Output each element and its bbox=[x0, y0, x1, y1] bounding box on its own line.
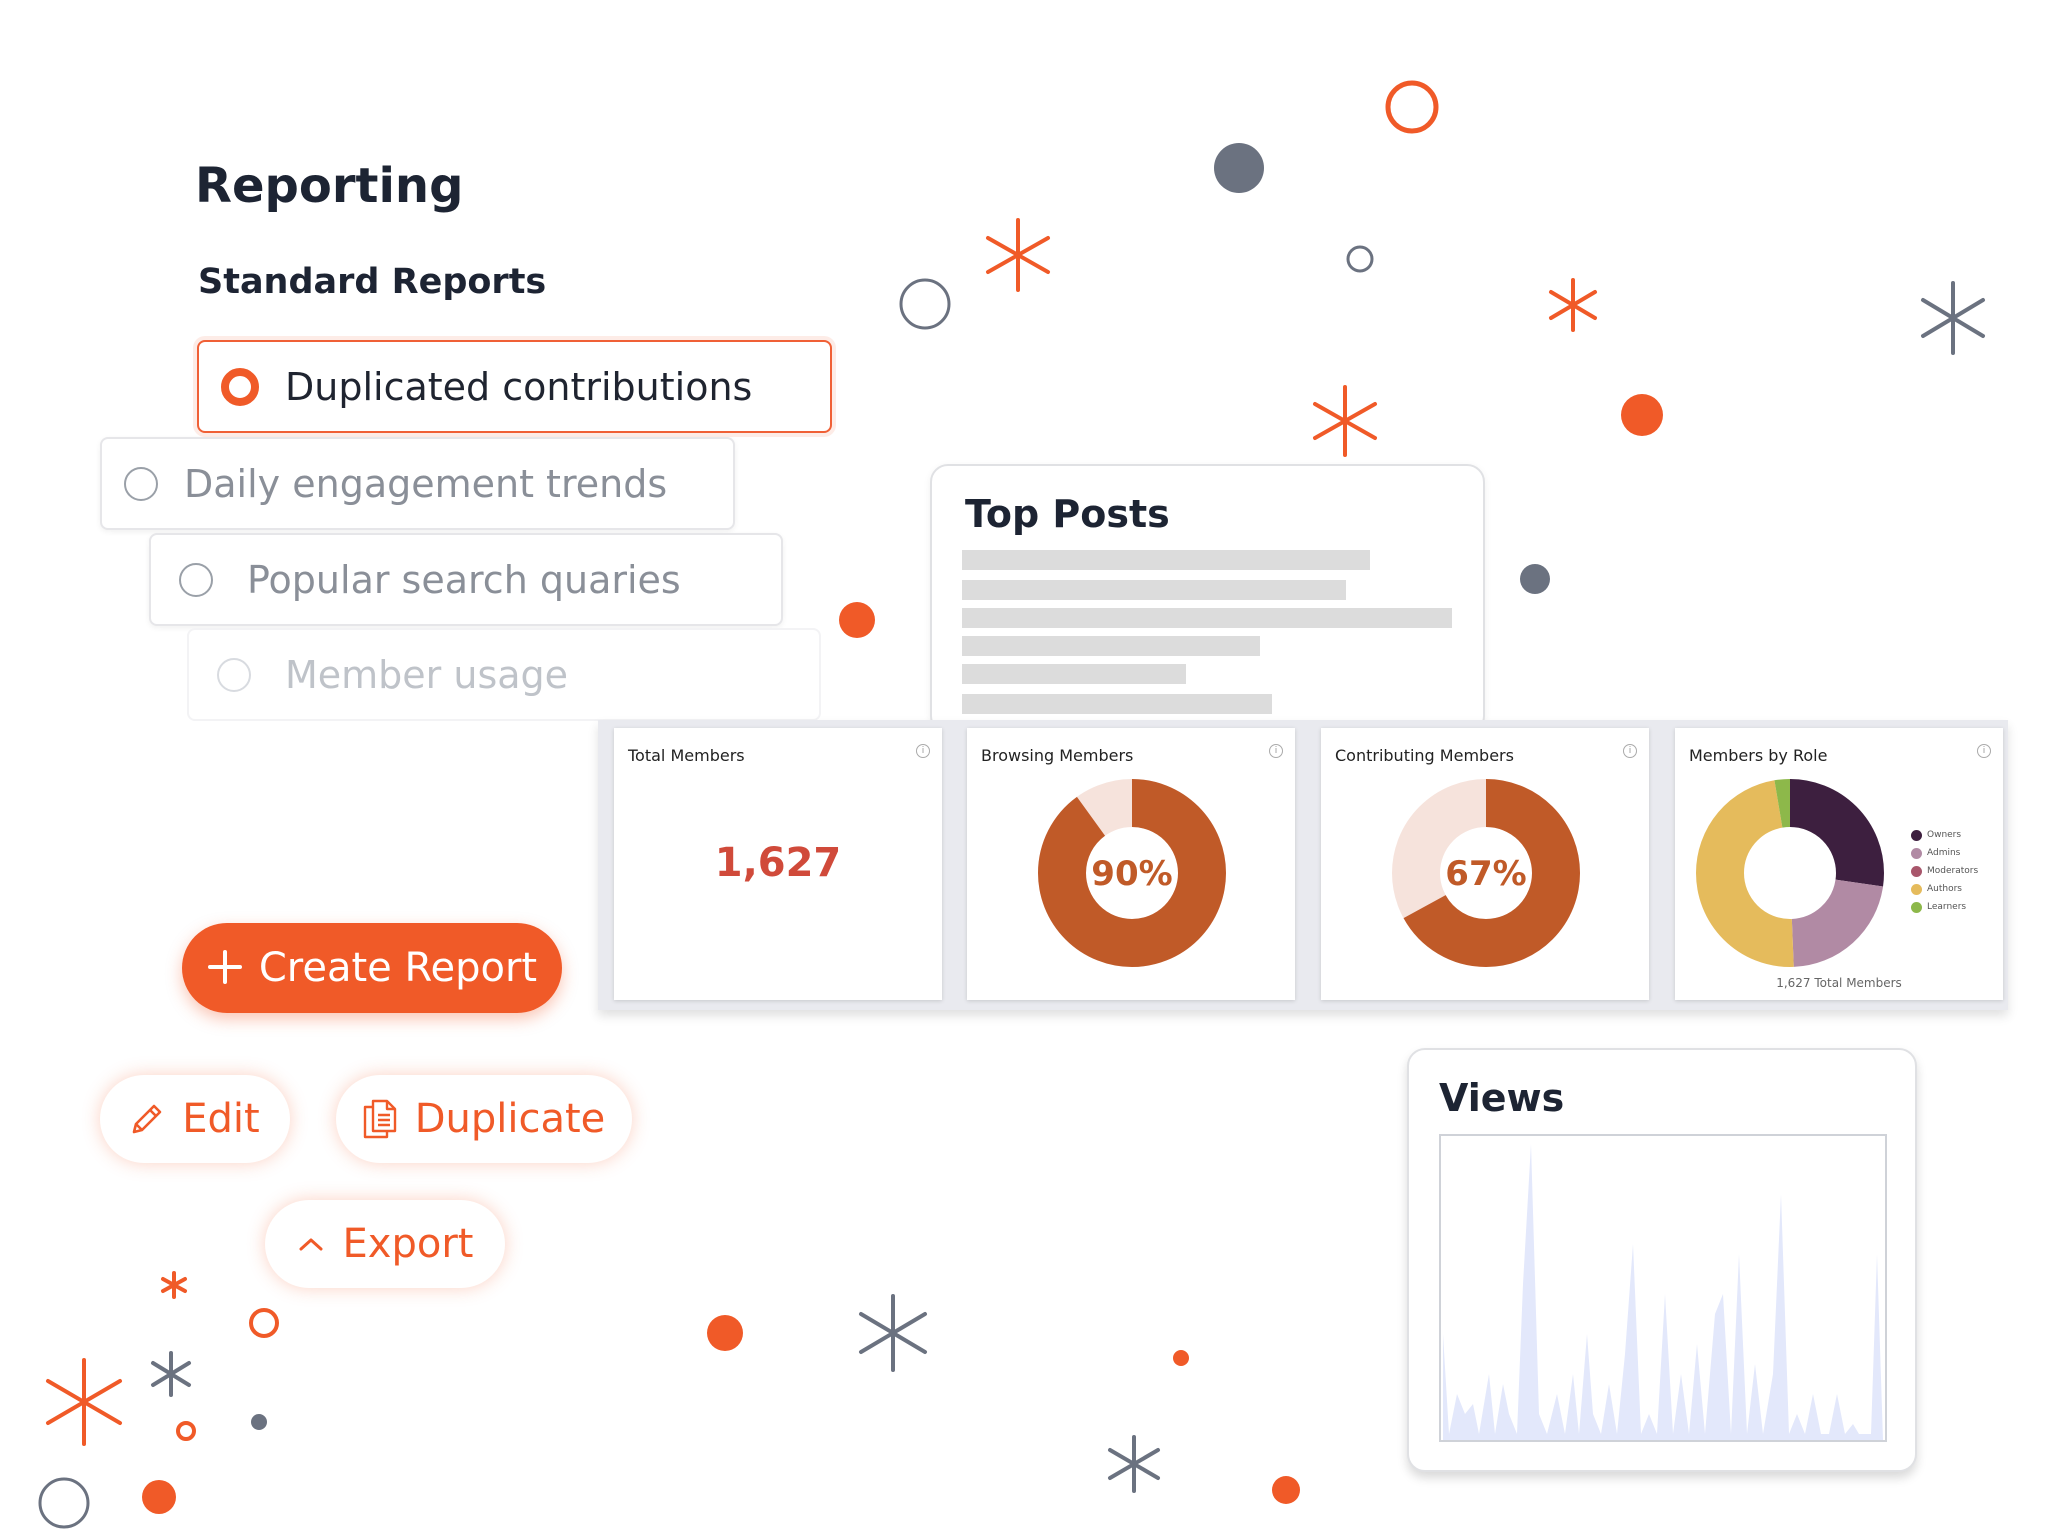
report-option-label: Member usage bbox=[285, 652, 569, 697]
info-icon[interactable]: i bbox=[916, 744, 930, 758]
browsing-donut-chart: 90% bbox=[1038, 779, 1226, 967]
placeholder-line bbox=[962, 580, 1346, 600]
total-members-widget[interactable]: Total Members i 1,627 bbox=[614, 728, 942, 1000]
placeholder-line bbox=[962, 550, 1370, 570]
info-icon[interactable]: i bbox=[1269, 744, 1283, 758]
legend-item: Owners bbox=[1911, 826, 1978, 844]
report-option-label: Daily engagement trends bbox=[184, 461, 668, 506]
placeholder-line bbox=[962, 608, 1452, 628]
role-legend: Owners Admins Moderators Authors Learner… bbox=[1911, 826, 1978, 916]
page-title: Reporting bbox=[195, 158, 464, 214]
views-area-series bbox=[1443, 1144, 1883, 1440]
widget-title: Contributing Members bbox=[1335, 746, 1514, 765]
export-label: Export bbox=[342, 1221, 474, 1267]
legend-item: Moderators bbox=[1911, 862, 1978, 880]
donut-value-arc bbox=[1392, 779, 1580, 967]
duplicate-button[interactable]: Duplicate bbox=[336, 1075, 632, 1163]
legend-item: Learners bbox=[1911, 898, 1978, 916]
duplicate-label: Duplicate bbox=[414, 1096, 606, 1142]
placeholder-line bbox=[962, 664, 1186, 684]
report-option-popular-search-quaries[interactable]: Popular search quaries bbox=[149, 533, 783, 626]
copy-icon bbox=[363, 1099, 397, 1139]
info-icon[interactable]: i bbox=[1977, 744, 1991, 758]
donut-segment-learners bbox=[1696, 779, 1884, 967]
info-icon[interactable]: i bbox=[1623, 744, 1637, 758]
report-option-daily-engagement-trends[interactable]: Daily engagement trends bbox=[100, 437, 735, 530]
widget-title: Members by Role bbox=[1689, 746, 1828, 765]
radio-selected-icon bbox=[221, 367, 259, 406]
edit-label: Edit bbox=[182, 1096, 260, 1142]
widget-title: Browsing Members bbox=[981, 746, 1134, 765]
total-members-value: 1,627 bbox=[714, 840, 842, 886]
export-button[interactable]: Export bbox=[265, 1200, 505, 1288]
report-option-duplicated-contributions[interactable]: Duplicated contributions bbox=[197, 340, 832, 433]
donut-percent-label: 90% bbox=[1091, 854, 1172, 894]
plus-icon bbox=[207, 943, 243, 993]
report-option-label: Popular search quaries bbox=[247, 557, 681, 602]
create-report-button[interactable]: Create Report bbox=[182, 923, 562, 1013]
legend-item: Admins bbox=[1911, 844, 1978, 862]
donut-segment-authors bbox=[1696, 779, 1884, 967]
edit-button[interactable]: Edit bbox=[100, 1075, 290, 1163]
top-posts-title: Top Posts bbox=[965, 492, 1170, 536]
legend-item: Authors bbox=[1911, 880, 1978, 898]
section-title: Standard Reports bbox=[198, 262, 547, 302]
radio-unselected-icon bbox=[124, 466, 158, 501]
top-posts-card: Top Posts bbox=[930, 464, 1485, 734]
radio-unselected-icon bbox=[217, 657, 251, 692]
placeholder-line bbox=[962, 694, 1272, 714]
chevron-up-icon bbox=[297, 1234, 325, 1254]
report-option-label: Duplicated contributions bbox=[285, 364, 753, 409]
views-title: Views bbox=[1439, 1076, 1565, 1120]
members-by-role-widget[interactable]: Members by Role i Owners Admins Moderato… bbox=[1675, 728, 2003, 1000]
views-card: Views bbox=[1407, 1048, 1917, 1472]
contributing-members-widget[interactable]: Contributing Members i 67% bbox=[1321, 728, 1649, 1000]
total-members-footnote: 1,627 Total Members bbox=[1776, 976, 1902, 990]
widget-title: Total Members bbox=[628, 746, 745, 765]
browsing-members-widget[interactable]: Browsing Members i 90% bbox=[967, 728, 1295, 1000]
role-donut-chart bbox=[1696, 779, 1884, 967]
create-report-label: Create Report bbox=[258, 945, 538, 991]
donut-percent-label: 67% bbox=[1445, 854, 1526, 894]
report-option-member-usage[interactable]: Member usage bbox=[187, 628, 821, 721]
donut-value-arc bbox=[1038, 779, 1226, 967]
views-area-chart bbox=[1439, 1134, 1887, 1442]
radio-unselected-icon bbox=[179, 562, 213, 597]
contributing-donut-chart: 67% bbox=[1392, 779, 1580, 967]
placeholder-line bbox=[962, 636, 1260, 656]
pencil-icon bbox=[130, 1102, 164, 1136]
dashboard-widgets: Total Members i 1,627 Browsing Members i… bbox=[598, 720, 2008, 1010]
